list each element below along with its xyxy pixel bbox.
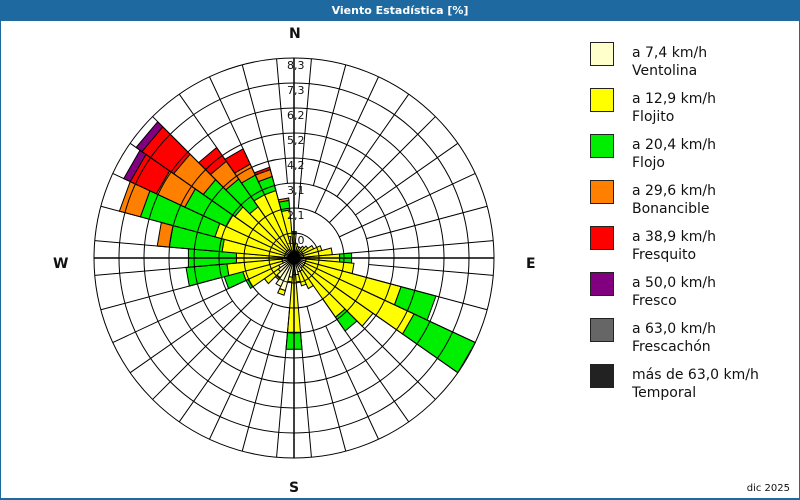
chart-title: Viento Estadística [%] <box>0 0 800 21</box>
legend-swatch <box>590 180 614 204</box>
ring-label: 7,3 <box>287 84 305 97</box>
legend-item-fresco: a 50,0 km/h Fresco <box>590 272 800 318</box>
grid-spoke <box>94 240 220 252</box>
legend-item-bonancible: a 29,6 km/h Bonancible <box>590 180 800 226</box>
date-label: dic 2025 <box>746 483 790 494</box>
grid-spoke <box>322 298 410 423</box>
grid-spoke <box>355 142 459 216</box>
grid-spoke <box>297 58 312 209</box>
grid-spoke <box>329 116 436 223</box>
legend-range: a 12,9 km/h <box>632 91 716 107</box>
legend-swatch <box>590 134 614 158</box>
grid-spoke <box>368 264 494 276</box>
legend-range: a 29,6 km/h <box>632 183 716 199</box>
grid-spoke <box>100 205 246 246</box>
ring-label: 2,1 <box>287 209 305 222</box>
legend-name: Fresco <box>632 293 677 309</box>
west-label: W <box>53 256 69 272</box>
legend-swatch <box>590 42 614 66</box>
legend-name: Temporal <box>632 385 697 401</box>
ring-label: 6,2 <box>287 109 305 122</box>
legend-range: a 38,9 km/h <box>632 229 716 245</box>
grid-spoke <box>325 325 379 440</box>
grid-spoke <box>366 205 488 240</box>
legend-item-fresquito: a 38,9 km/h Fresquito <box>590 226 800 272</box>
grid-spoke <box>346 310 436 400</box>
legend-name: Frescachón <box>632 339 711 355</box>
legend-swatch <box>590 88 614 112</box>
legend-range: más de 63,0 km/h <box>632 367 759 383</box>
grid-spoke <box>178 93 266 218</box>
grid-spoke <box>343 240 494 255</box>
grid-spoke <box>306 306 347 452</box>
grid-spoke <box>241 330 276 452</box>
grid-spoke <box>100 276 222 311</box>
legend-name: Fresquito <box>632 247 697 263</box>
grid-spoke <box>276 58 288 184</box>
ring-label: 4,2 <box>287 159 305 172</box>
legend-swatch <box>590 318 614 342</box>
legend-item-flojito: a 12,9 km/h Flojito <box>590 88 800 134</box>
legend-swatch <box>590 226 614 250</box>
grid-spoke <box>112 278 249 343</box>
center-hub <box>288 252 300 264</box>
ring-label: 5,2 <box>287 134 305 147</box>
grid-spoke <box>300 332 312 458</box>
grid-spoke <box>334 286 459 374</box>
grid-spoke <box>342 270 488 311</box>
legend-name: Flojito <box>632 109 675 125</box>
grid-spoke <box>152 293 259 400</box>
ring-label: 1,0 <box>287 234 305 247</box>
legend-item-temporal: más de 63,0 km/h Temporal <box>590 364 800 410</box>
grid-spoke <box>112 173 227 227</box>
grid-spoke <box>314 76 379 213</box>
north-label: N <box>289 26 301 42</box>
grid-spoke <box>94 261 245 276</box>
legend-item-flojo: a 20,4 km/h Flojo <box>590 134 800 180</box>
grid-spoke <box>339 173 476 238</box>
grid-spoke <box>178 319 252 423</box>
east-label: E <box>526 256 536 272</box>
legend-range: a 7,4 km/h <box>632 45 708 61</box>
grid-spoke <box>312 64 347 186</box>
sector-segment <box>401 313 477 374</box>
south-label: S <box>289 480 300 496</box>
grid-spoke <box>241 64 282 210</box>
grid-spoke <box>336 93 410 197</box>
grid-spoke <box>152 116 242 206</box>
legend-name: Bonancible <box>632 201 710 217</box>
sector-segment <box>297 270 307 287</box>
legend-item-frescachon: a 63,0 km/h Frescachón <box>590 318 800 364</box>
legend-range: a 50,0 km/h <box>632 275 716 291</box>
legend-name: Ventolina <box>632 63 698 79</box>
wind-rose-grid <box>93 57 495 459</box>
legend: a 7,4 km/h Ventolina a 12,9 km/h Flojito a… <box>590 42 800 410</box>
legend-name: Flojo <box>632 155 665 171</box>
grid-spoke <box>209 76 263 191</box>
legend-swatch <box>590 272 614 296</box>
legend-range: a 20,4 km/h <box>632 137 716 153</box>
legend-item-ventolina: a 7,4 km/h Ventolina <box>590 42 800 88</box>
legend-swatch <box>590 364 614 388</box>
grid-spoke <box>129 142 254 230</box>
grid-spoke <box>276 307 291 458</box>
ring-labels: 1,0 2,1 3,1 4,2 5,2 6,2 7,3 8,3 <box>287 59 305 247</box>
ring-label: 3,1 <box>287 184 305 197</box>
sector-segment <box>277 287 286 296</box>
grid-spoke <box>361 289 476 343</box>
ring-label: 8,3 <box>287 59 305 72</box>
grid-spoke <box>129 300 233 374</box>
legend-range: a 63,0 km/h <box>632 321 716 337</box>
grid-spoke <box>209 303 274 440</box>
